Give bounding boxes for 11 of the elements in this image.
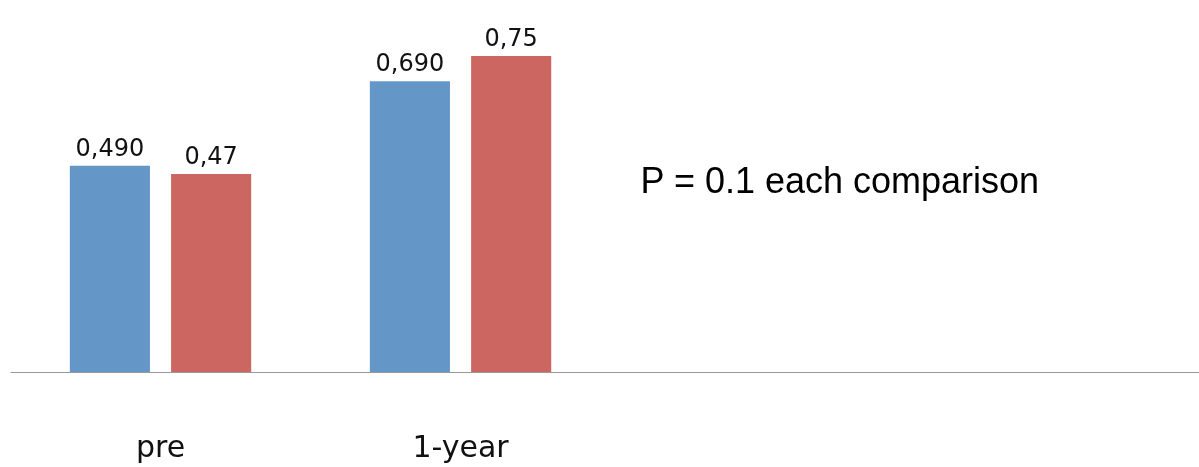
data-label: 0,75: [484, 23, 538, 52]
data-label: 0,690: [375, 49, 445, 78]
x-tick-label: 1-year: [412, 428, 510, 464]
text: P = 0.1 each comparison: [640, 159, 1040, 201]
bar: [369, 81, 450, 373]
bar: [471, 55, 552, 373]
bar: [69, 165, 150, 373]
data-label: 0,47: [184, 142, 238, 171]
x-tick-label: pre: [135, 428, 186, 464]
data-label: 0,490: [75, 133, 145, 162]
bar: [171, 174, 252, 373]
